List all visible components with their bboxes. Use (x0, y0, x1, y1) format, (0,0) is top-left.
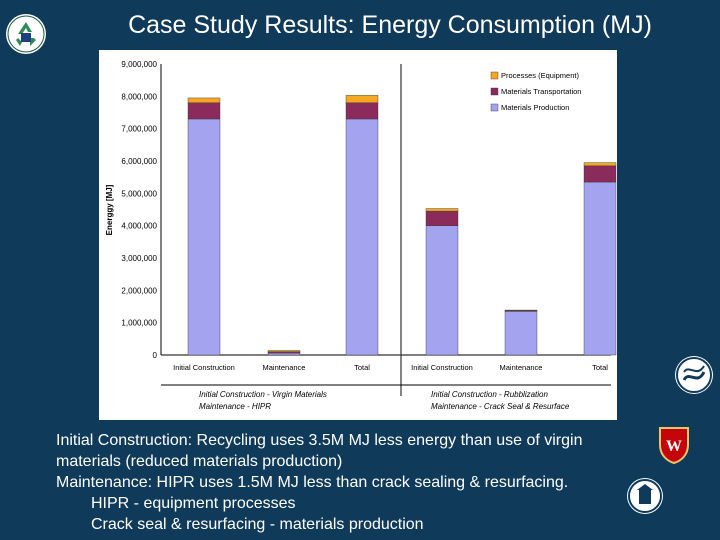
legend-swatch (490, 71, 499, 80)
chart-svg: 0 1,000,000 2,000,000 3,000,000 4,000,000 5,0… (105, 60, 617, 411)
finding-line-1: Initial Construction: Recycling uses 3.5… (56, 432, 583, 449)
uw-crest-icon: W (657, 425, 691, 465)
bar-segment (425, 208, 459, 212)
x-tick-label: Initial Construction (173, 363, 235, 372)
y-tick-label: 6,000,000 (121, 157, 157, 166)
legend-entry: Materials Production (501, 103, 569, 112)
slide-title: Case Study Results: Energy Consumption (… (128, 11, 652, 39)
y-tick-label: 1,000,000 (121, 319, 157, 328)
y-tick-label: 9,000,000 (121, 60, 157, 69)
y-tick-label: 0 (153, 351, 158, 360)
bar-segment (583, 162, 617, 167)
findings-text: Initial Construction: Recycling uses 3.5… (56, 430, 696, 535)
bar-segment (345, 102, 379, 120)
uw-crest-letter: W (666, 438, 682, 455)
bar-segment (345, 118, 379, 356)
x-tick-label: Total (354, 363, 370, 372)
bar-segment (345, 95, 379, 104)
y-tick-label: 7,000,000 (121, 125, 157, 134)
bar-segment (267, 352, 301, 356)
y-tick-label: 3,000,000 (121, 254, 157, 263)
legend-entry: Processes (Equipment) (501, 71, 579, 80)
bar-segment (583, 165, 617, 183)
x-tick-label: Total (592, 363, 608, 372)
y-tick-label: 2,000,000 (121, 286, 157, 295)
energy-chart: 0 1,000,000 2,000,000 3,000,000 4,000,000 5,0… (99, 50, 617, 420)
finding-line-3: Maintenance: HIPR uses 1.5M MJ less than… (56, 474, 569, 491)
recycle-logo-icon (6, 14, 46, 54)
finding-line-2: materials (reduced materials production) (56, 453, 343, 470)
group-label-2-line2: Maintenance - Crack Seal & Resurface (431, 402, 570, 411)
group-label-1-line2: Maintenance - HIPR (199, 402, 271, 411)
legend-entry: Materials Transportation (501, 87, 581, 96)
y-tick-label: 4,000,000 (121, 222, 157, 231)
group-label-2-line1: Initial Construction - Rubblization (431, 390, 548, 399)
x-tick-label: Maintenance (500, 363, 543, 372)
bar-segment (583, 181, 617, 356)
bar-segment (504, 311, 538, 356)
y-axis-label: Energgy [MJ] (105, 184, 114, 235)
bar-segment (187, 102, 221, 120)
bar-segment (187, 97, 221, 104)
finding-line-4: HIPR - equipment processes (91, 495, 296, 512)
finding-line-5: Crack seal & resurfacing - materials pro… (91, 516, 424, 533)
y-tick-label: 8,000,000 (121, 92, 157, 101)
x-tick-label: Maintenance (263, 363, 306, 372)
usdot-logo-icon (675, 356, 713, 394)
state-seal-icon (627, 478, 663, 514)
bar-segment (425, 225, 459, 356)
legend-swatch (490, 87, 499, 96)
group-label-1-line1: Initial Construction - Virgin Materials (199, 390, 327, 399)
bar-segment (425, 210, 459, 226)
x-tick-label: Initial Construction (411, 363, 473, 372)
legend-swatch (490, 103, 499, 112)
y-tick-label: 5,000,000 (121, 189, 157, 198)
bar-segment (504, 309, 538, 311)
bar-segment (187, 118, 221, 356)
bar-segment (267, 350, 301, 352)
